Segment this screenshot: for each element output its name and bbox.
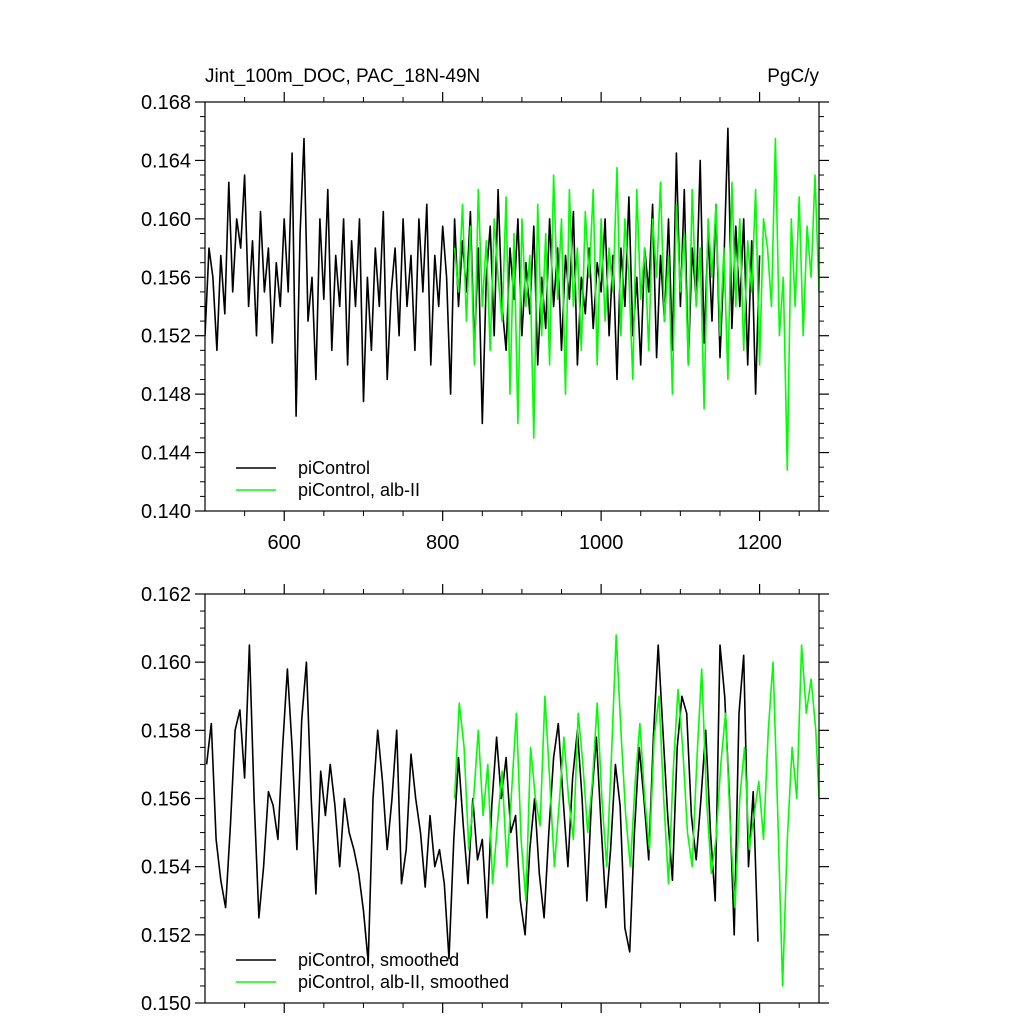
x-tick-label: 600	[268, 532, 301, 554]
series-line-1	[205, 127, 761, 425]
legend-label: piControl, smoothed	[298, 950, 459, 970]
y-tick-label: 0.148	[141, 384, 191, 406]
x-tick-label: 1000	[579, 532, 624, 554]
y-tick-label: 0.140	[141, 501, 191, 523]
plot-frame	[204, 593, 820, 1004]
chart-units-label: PgC/y	[767, 66, 819, 87]
top-line-chart: 0.140 0.144 0.148 0.152 0.156 0.160 0.164 0.168…	[141, 66, 829, 554]
chart-title-left: Jint_100m_DOC, PAC_18N-49N	[205, 66, 480, 87]
y-tick-label: 0.152	[141, 326, 191, 348]
y-tick-label: 0.160	[141, 209, 191, 231]
y-tick-label: 0.156	[141, 267, 191, 289]
y-tick-label: 0.144	[141, 443, 191, 465]
y-tick-label: 0.150	[141, 993, 191, 1015]
series-line-2	[453, 137, 819, 471]
y-tick-label: 0.168	[141, 92, 191, 114]
x-tick-label: 1200	[737, 532, 782, 554]
y-tick-label: 0.162	[141, 584, 191, 606]
y-tick-label: 0.160	[141, 652, 191, 674]
bottom-smoothed-line-chart: 0.150 0.152 0.154 0.156 0.158 0.160 0.162 piCon…	[141, 584, 829, 1015]
y-tick-label: 0.158	[141, 720, 191, 742]
y-tick-label: 0.164	[141, 150, 191, 172]
legend-label: piControl, alb-II, smoothed	[298, 972, 509, 992]
y-tick-label: 0.156	[141, 789, 191, 811]
series-line-1	[205, 644, 759, 963]
x-tick-label: 800	[426, 532, 459, 554]
legend-label: piControl	[298, 458, 370, 478]
series-line-2	[453, 634, 819, 987]
legend-label: piControl, alb-II	[298, 480, 420, 500]
y-tick-label: 0.154	[141, 857, 191, 879]
y-tick-label: 0.152	[141, 925, 191, 947]
